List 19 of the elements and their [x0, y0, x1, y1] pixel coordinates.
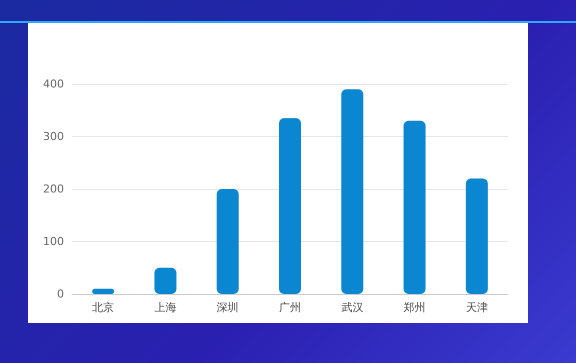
bar: [92, 288, 114, 294]
x-tick-label: 北京: [92, 301, 114, 314]
bar: [154, 268, 176, 294]
bar: [404, 120, 426, 294]
bar: [341, 89, 364, 294]
x-tick-label: 武汉: [341, 301, 364, 314]
y-tick-label: 400: [43, 78, 64, 90]
y-tick-label: 200: [43, 182, 64, 196]
x-tick-label: 广州: [279, 301, 301, 314]
x-tick-label: 上海: [154, 301, 176, 314]
y-tick-label: 300: [43, 130, 64, 143]
y-tick-label: 0: [57, 288, 64, 300]
x-tick-label: 深圳: [216, 301, 239, 314]
bar: [466, 178, 488, 294]
bar: [279, 118, 301, 294]
bar: [216, 189, 239, 294]
y-tick-label: 100: [43, 235, 64, 248]
x-tick-label: 郑州: [404, 301, 426, 314]
x-tick-label: 天津: [466, 301, 488, 314]
